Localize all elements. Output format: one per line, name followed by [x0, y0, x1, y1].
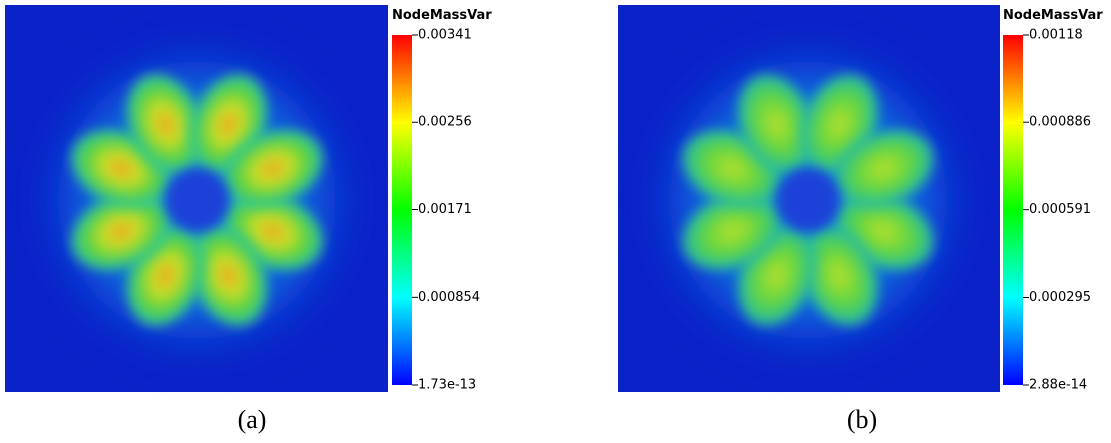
- field-image: [618, 5, 1000, 392]
- colorbar: [392, 35, 412, 385]
- tick-label: 0.000854: [418, 290, 480, 305]
- tick-label: 0.000591: [1029, 202, 1091, 217]
- tick-label: 1.73e-13: [418, 378, 476, 393]
- tick-label: 2.88e-14: [1029, 378, 1087, 393]
- tick-label: 0.000295: [1029, 290, 1091, 305]
- panel-label: (a): [238, 405, 267, 434]
- tick-label: 0.00118: [1029, 28, 1083, 43]
- colorbar-title: NodeMassVar: [392, 8, 492, 23]
- tick-label: 0.000886: [1029, 115, 1091, 130]
- field-image: [5, 5, 388, 392]
- tick-label: 0.00171: [418, 202, 472, 217]
- tick-label: 0.00256: [418, 115, 472, 130]
- tick-label: 0.00341: [418, 28, 472, 43]
- colorbar-title: NodeMassVar: [1003, 8, 1103, 23]
- colorbar: [1003, 35, 1023, 385]
- panel-label: (b): [847, 405, 877, 434]
